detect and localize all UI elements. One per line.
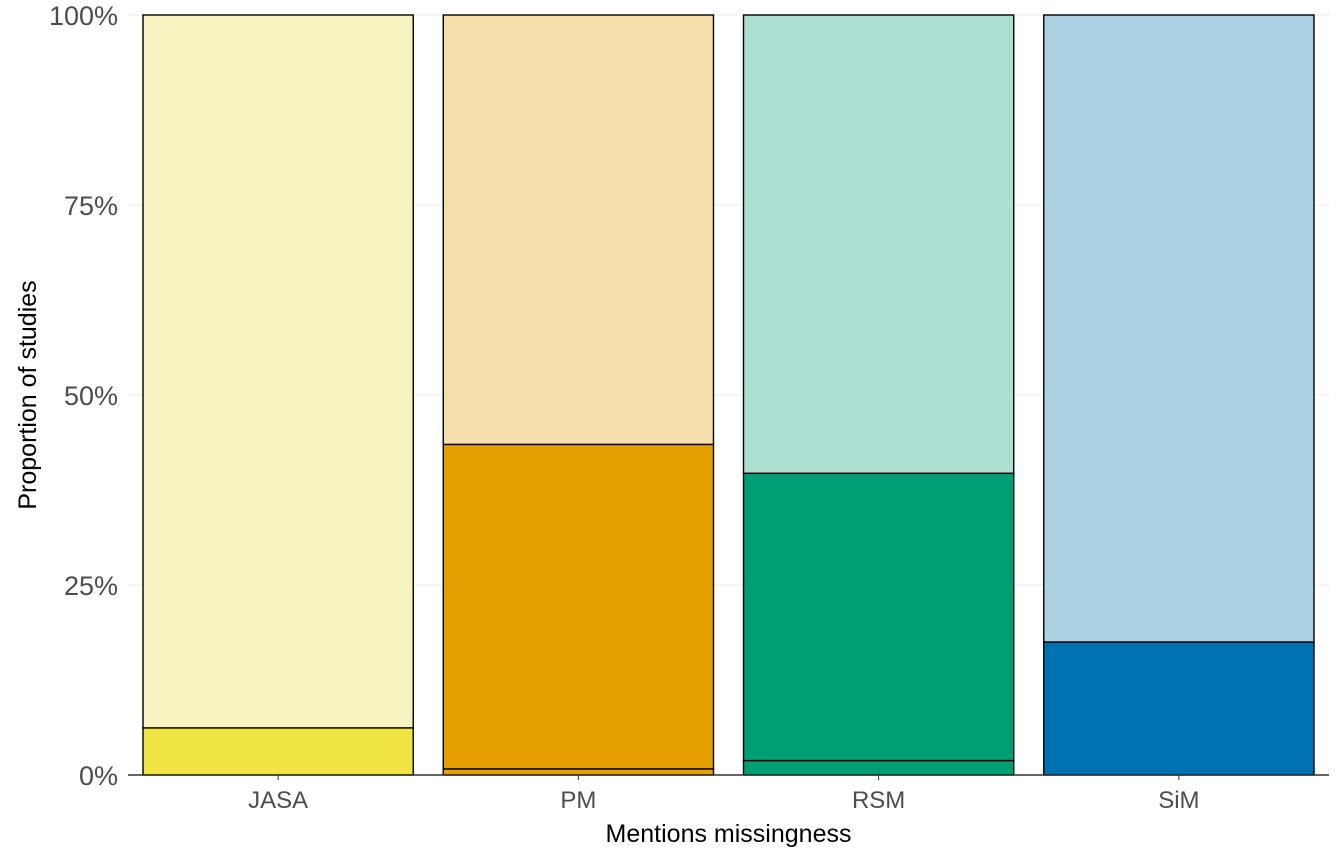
x-axis-tick-labels: JASA PM RSM SiM — [248, 775, 1200, 814]
y-axis-title: Proportion of studies — [14, 280, 42, 509]
x-tick-label: PM — [560, 787, 596, 814]
x-tick-label: JASA — [248, 787, 308, 814]
bar-segment-sim-3 — [1043, 14, 1315, 643]
bar-segment-jasa-3 — [142, 14, 414, 729]
bar-segment-rsm-3 — [742, 14, 1015, 474]
bar-segment-pm-3 — [442, 14, 715, 446]
y-axis-tick-labels: 0% 25% 50% 75% 100% — [49, 1, 118, 791]
x-tick-label: RSM — [852, 787, 905, 814]
x-tick-label: SiM — [1158, 787, 1199, 814]
x-axis-title: Mentions missingness — [606, 820, 852, 848]
bars — [142, 14, 1315, 776]
bar-segment-sim-2 — [1043, 641, 1315, 776]
y-tick-label: 50% — [64, 381, 118, 411]
bar-segment-jasa-2 — [142, 727, 414, 776]
bar-segment-rsm-2 — [742, 472, 1015, 762]
bar-segment-pm-1 — [442, 768, 715, 776]
y-tick-label: 75% — [64, 191, 118, 221]
bar-segment-rsm-1 — [742, 759, 1015, 776]
bar-segment-pm-2 — [442, 443, 715, 770]
y-tick-label: 25% — [64, 571, 118, 601]
y-tick-label: 0% — [79, 761, 118, 791]
y-tick-label: 100% — [49, 1, 118, 31]
